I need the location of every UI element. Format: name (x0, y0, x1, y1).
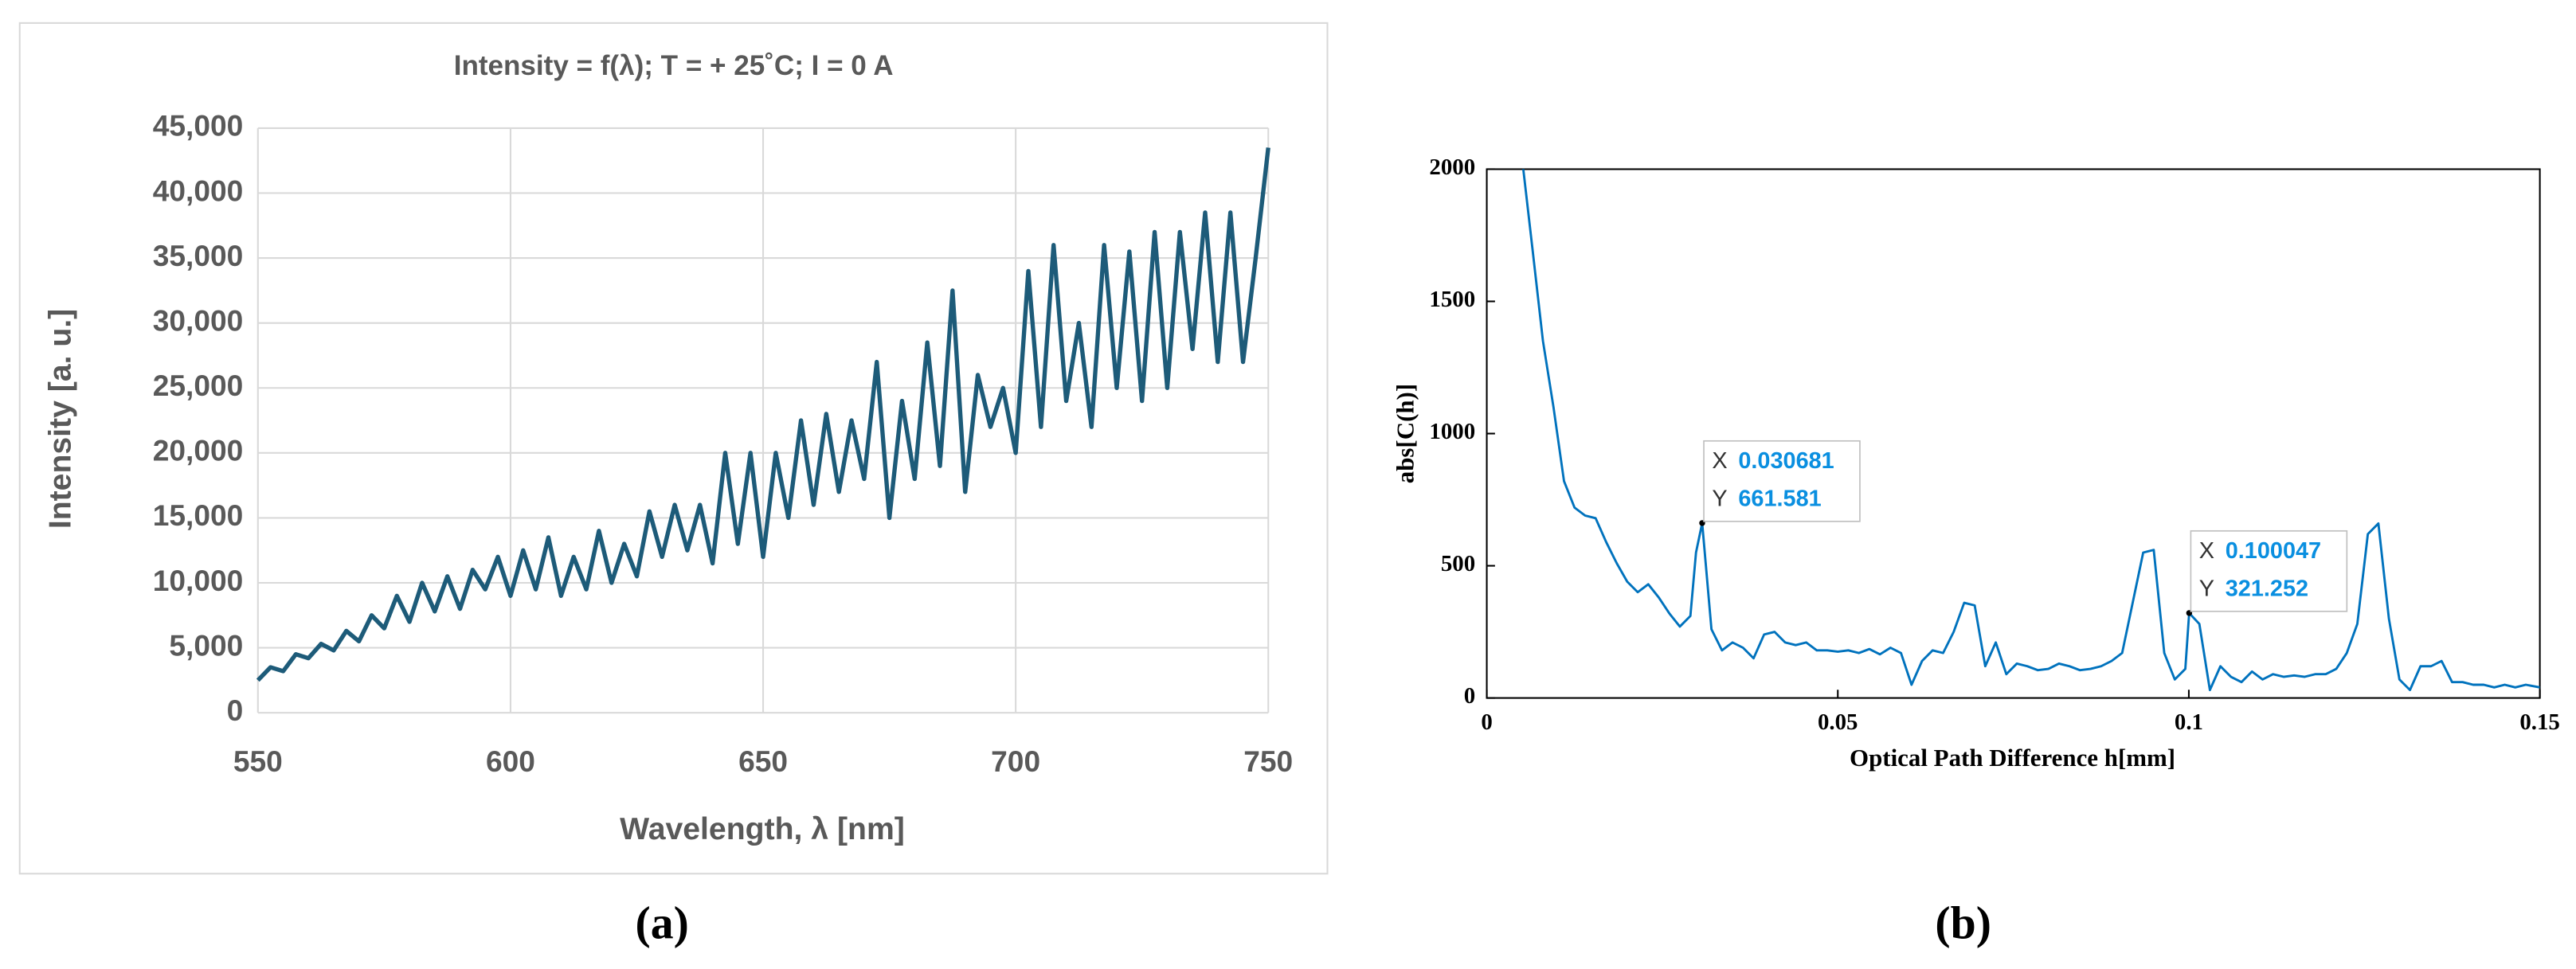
datatip-box (1703, 440, 1861, 522)
datatip-value: 321.252 (2226, 576, 2308, 602)
x-tick-label: 0.15 (2519, 709, 2560, 735)
panel-label: (b) (1935, 899, 1991, 949)
y-tick-label: 20,000 (153, 434, 244, 467)
y-tick-label: 1500 (1429, 287, 1475, 312)
y-axis-label: Intensity [a. u.] (44, 309, 78, 529)
x-tick-label: 700 (991, 744, 1040, 778)
x-tick-label: 0.1 (2175, 709, 2203, 735)
x-tick-label: 0 (1481, 709, 1492, 735)
chart-title: Intensity = f(λ); T = + 25˚C; I = 0 A (454, 50, 894, 81)
chart-a-frame (18, 21, 1329, 875)
datatip-box (2190, 529, 2348, 612)
datatip-value: 0.100047 (2226, 538, 2321, 564)
x-axis-label: Wavelength, λ [nm] (620, 812, 905, 846)
plot-frame (1486, 168, 2541, 699)
y-tick-label: 500 (1441, 551, 1475, 576)
y-axis-label: abs[C(h)] (1392, 384, 1419, 483)
y-tick-label: 10,000 (153, 564, 244, 597)
x-tick-label: 600 (486, 744, 535, 778)
y-tick-label: 30,000 (153, 303, 244, 337)
x-tick-label: 550 (233, 744, 283, 778)
x-tick-label: 0.05 (1818, 709, 1858, 735)
data-line (1521, 169, 2540, 692)
x-axis-label: Optical Path Difference h[mm] (1850, 744, 2175, 772)
datatip-label: Y (2199, 576, 2214, 602)
y-tick-label: 45,000 (153, 109, 244, 143)
datatip-label: X (2199, 538, 2214, 564)
y-tick-label: 5,000 (169, 628, 243, 662)
y-tick-label: 25,000 (153, 369, 244, 402)
x-tick-label: 650 (738, 744, 788, 778)
x-tick-label: 750 (1243, 744, 1293, 778)
y-tick-label: 0 (227, 694, 244, 727)
y-tick-label: 40,000 (153, 174, 244, 207)
datatip-value: 661.581 (1738, 486, 1821, 512)
y-tick-label: 0 (1464, 683, 1475, 709)
datatip-value: 0.030681 (1738, 448, 1834, 474)
data-line (256, 147, 1270, 682)
y-tick-label: 35,000 (153, 239, 244, 272)
datatip-label: Y (1712, 486, 1727, 512)
y-tick-label: 1000 (1429, 419, 1475, 444)
panel-label: (a) (636, 899, 689, 949)
y-tick-label: 2000 (1429, 154, 1475, 180)
datatip-label: X (1712, 448, 1727, 474)
y-tick-label: 15,000 (153, 498, 244, 532)
